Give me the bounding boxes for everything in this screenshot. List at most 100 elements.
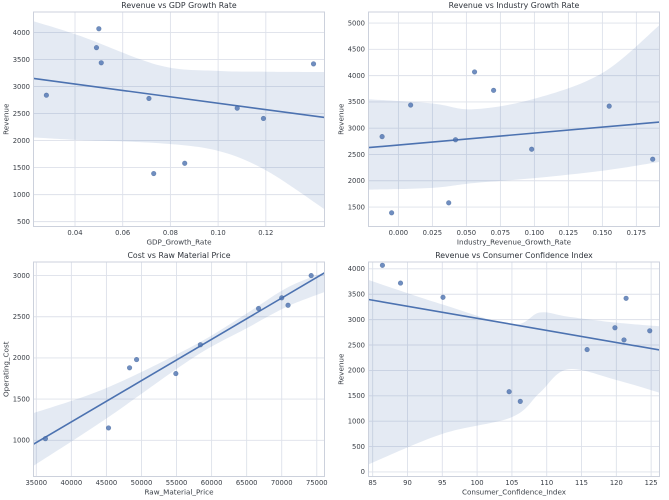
- chart-cell-revenue-vs-industry-growth-rate: 0.000 0.025 0.050 0.075 0.100 0.125 0.150 0.175…: [335, 0, 669, 250]
- data-point: [42, 436, 49, 442]
- x-tick-label: 0.04: [67, 229, 82, 237]
- y-tick-label: 2000: [348, 177, 365, 185]
- y-tick-label: 2500: [13, 110, 30, 118]
- data-point: [173, 370, 179, 377]
- y-tick-label: 1500: [348, 392, 365, 400]
- data-point: [529, 146, 535, 152]
- plot-border: [33, 261, 325, 477]
- y-tick-label: 2000: [13, 354, 30, 362]
- data-point: [285, 302, 291, 308]
- data-point: [491, 87, 497, 93]
- data-point: [471, 69, 478, 75]
- data-point: [197, 342, 203, 348]
- y-tick-label: 1000: [13, 191, 30, 199]
- regression-line: [368, 298, 660, 351]
- plot-border: [368, 261, 660, 477]
- x-tick-label: 60000: [201, 479, 223, 487]
- chart-svg-revenue-vs-consumer-confidence-index: 85 90 95 100 105 110 115 120 125 0 500 1000 1500 2000…: [337, 251, 660, 497]
- y-tick-label: 1500: [13, 395, 30, 403]
- ci-band: [368, 280, 660, 465]
- regression-line: [33, 272, 325, 445]
- data-point: [96, 26, 102, 32]
- data-points: [43, 26, 317, 177]
- data-points: [379, 69, 656, 216]
- y-tick-label: 2500: [348, 151, 365, 159]
- x-tick-label: 125: [645, 479, 658, 487]
- data-point: [151, 170, 157, 177]
- data-point: [146, 95, 152, 102]
- x-tick-label: 95: [438, 479, 447, 487]
- data-point: [584, 346, 590, 353]
- x-tick-label: 0.075: [491, 229, 510, 237]
- x-tick-label: 50000: [131, 479, 153, 487]
- x-tick-label: 70000: [271, 479, 293, 487]
- data-point: [650, 156, 656, 162]
- data-point: [234, 105, 240, 111]
- data-point: [440, 294, 446, 300]
- x-tick-label: 0.125: [559, 229, 578, 237]
- data-point: [446, 200, 452, 206]
- y-tick-label: 1000: [348, 417, 365, 425]
- y-tick-label: 3000: [348, 124, 365, 132]
- y-tick-label: 5000: [348, 19, 365, 27]
- x-tick-label: 0.12: [258, 229, 273, 237]
- x-axis-label: Raw_Material_Price: [144, 488, 214, 497]
- y-axis-label: Revenue: [2, 103, 11, 135]
- x-axis-label: Consumer_Confidence_Index: [462, 488, 567, 497]
- y-tick-label: 3000: [348, 316, 365, 324]
- x-tick-label: 100: [471, 479, 484, 487]
- y-tick-label: 3500: [348, 98, 365, 106]
- y-tick-label: 2000: [13, 137, 30, 145]
- y-axis-label: Revenue: [337, 103, 346, 135]
- plot-border: [368, 11, 660, 227]
- chart-title: Revenue vs Industry Growth Rate: [449, 1, 580, 10]
- data-point: [623, 295, 629, 301]
- x-tick-label: 0.000: [389, 229, 408, 237]
- x-tick-label: 90: [403, 479, 412, 487]
- y-tick-label: 2500: [348, 341, 365, 349]
- data-point: [43, 92, 49, 98]
- data-point: [379, 133, 385, 140]
- data-point: [606, 103, 612, 109]
- y-tick-label: 500: [17, 218, 30, 226]
- data-point: [397, 280, 404, 286]
- x-tick-label: 0.050: [457, 229, 476, 237]
- data-point: [517, 398, 523, 404]
- x-tick-label: 0.10: [211, 229, 226, 237]
- x-tick-label: 0.025: [423, 229, 442, 237]
- data-point: [506, 389, 512, 395]
- data-point: [126, 365, 133, 371]
- data-point: [93, 45, 100, 51]
- y-tick-label: 3000: [13, 272, 30, 280]
- y-tick-label: 0: [361, 468, 365, 476]
- chart-cell-cost-vs-raw-material-price: 35000 40000 45000 50000 55000 60000 65000 70000…: [0, 250, 335, 500]
- x-axis-label: GDP_Growth_Rate: [146, 238, 212, 247]
- y-tick-label: 3500: [348, 291, 365, 299]
- data-point: [379, 262, 386, 268]
- x-tick-label: 55000: [166, 479, 188, 487]
- data-points: [379, 262, 653, 404]
- data-point: [452, 137, 459, 143]
- chart-title: Revenue vs Consumer Confidence Index: [435, 251, 593, 260]
- grid-lines: [33, 262, 325, 477]
- y-tick-label: 3000: [13, 83, 30, 91]
- regression-line: [368, 121, 660, 149]
- y-tick-label: 4500: [348, 46, 365, 54]
- y-axis-label: Revenue: [337, 353, 346, 385]
- x-tick-label: 35000: [25, 479, 47, 487]
- chart-cell-revenue-vs-gdp-growth-rate: 0.04 0.06 0.08 0.10 0.12 500 1000 1500 2000 2500 3…: [0, 0, 335, 250]
- chart-svg-cost-vs-raw-material-price: 35000 40000 45000 50000 55000 60000 65000 70000…: [2, 251, 328, 497]
- chart-svg-revenue-vs-gdp-growth-rate: 0.04 0.06 0.08 0.10 0.12 500 1000 1500 2000 2500 3…: [2, 1, 325, 247]
- x-tick-label: 45000: [96, 479, 118, 487]
- x-tick-label: 0.06: [115, 229, 130, 237]
- grid-lines: [368, 12, 660, 227]
- data-point: [260, 115, 267, 122]
- chart-title: Cost vs Raw Material Price: [127, 251, 230, 260]
- data-point: [105, 425, 112, 431]
- x-tick-label: 110: [540, 479, 553, 487]
- y-tick-label: 500: [352, 443, 365, 451]
- chart-svg-revenue-vs-industry-growth-rate: 0.000 0.025 0.050 0.075 0.100 0.125 0.150 0.175…: [337, 1, 660, 247]
- ci-band: [33, 272, 325, 466]
- x-tick-label: 0.100: [525, 229, 544, 237]
